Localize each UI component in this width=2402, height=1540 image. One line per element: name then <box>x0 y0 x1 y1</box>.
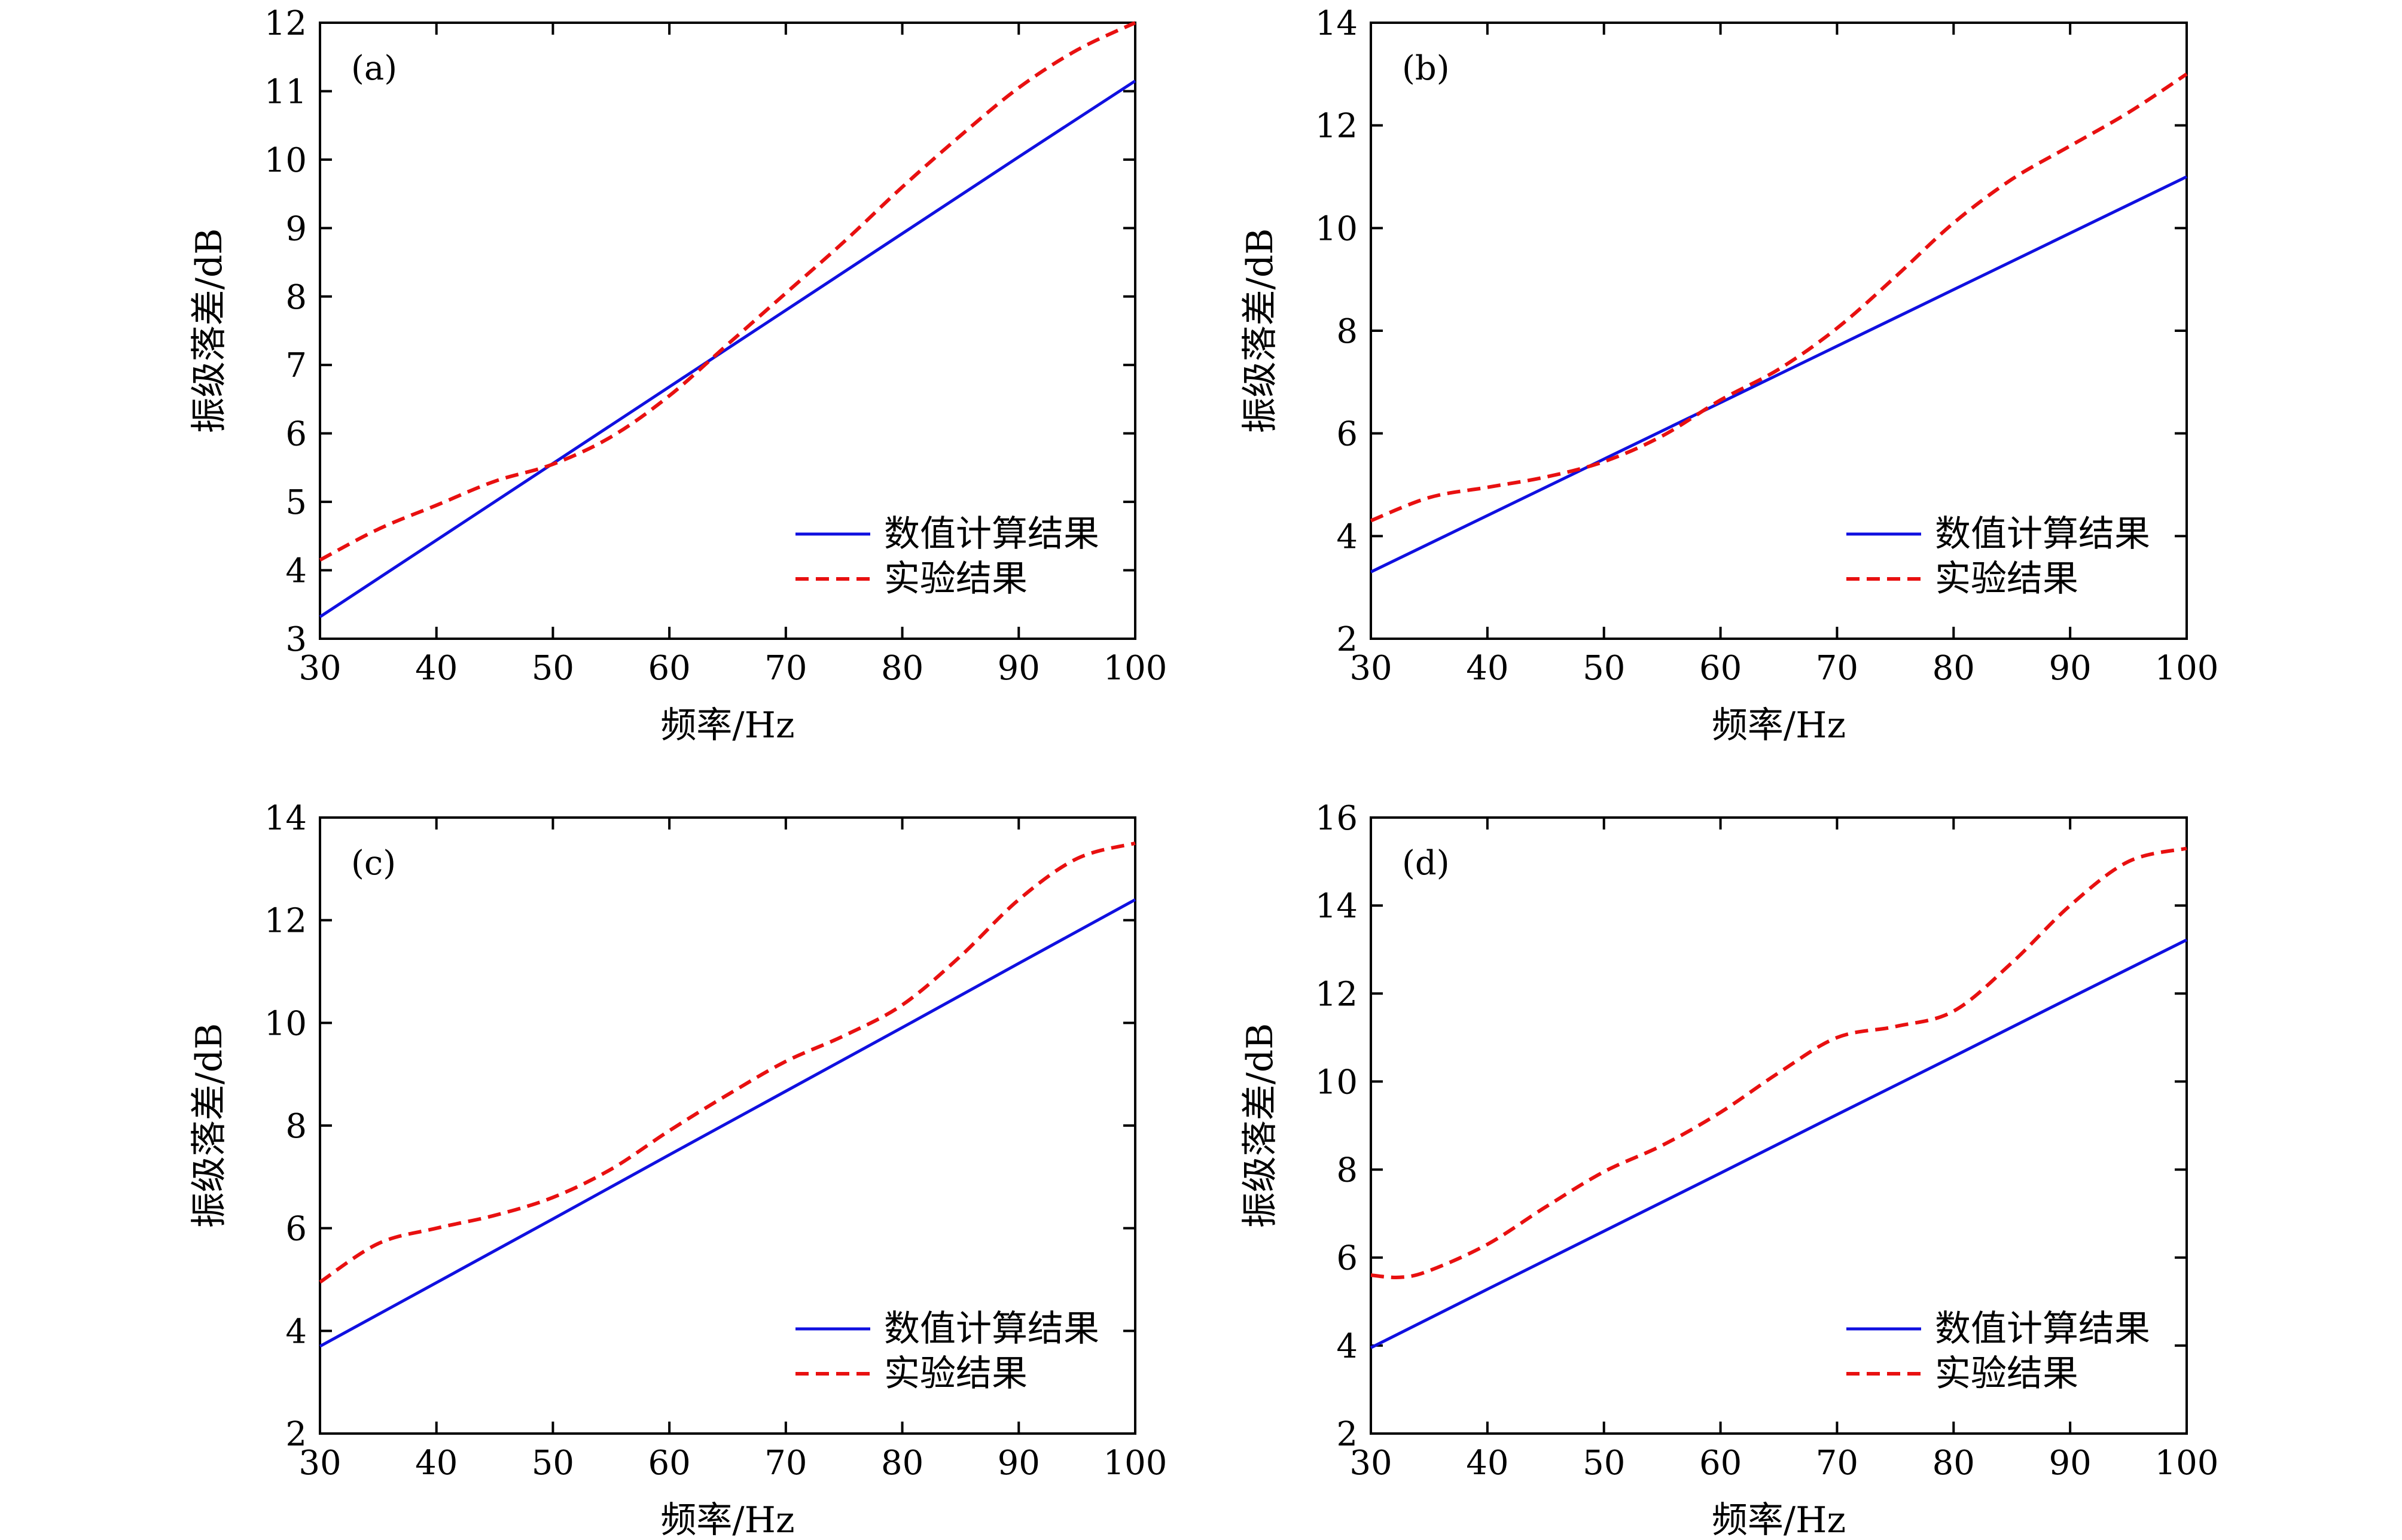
y-tick-label: 8 <box>285 278 307 317</box>
y-tick-label: 7 <box>285 346 307 385</box>
x-tick-label: 30 <box>1349 649 1392 688</box>
x-tick-label: 70 <box>764 649 807 688</box>
experiment-series-line <box>319 841 1136 1284</box>
y-tick-label: 2 <box>1336 620 1358 659</box>
x-tick-label: 100 <box>2155 1444 2219 1483</box>
legend-label-numeric: 数值计算结果 <box>1935 513 2150 555</box>
chart-panel-b: 30 40 50 60 70 80 90 100 2 4 6 8 10 12 14 频率/Hz 振级落差/dB (… <box>1239 4 2218 746</box>
y-tick-label: 12 <box>264 4 307 43</box>
x-tick-label: 90 <box>998 649 1040 688</box>
x-tick-label: 80 <box>881 1444 923 1483</box>
y-tick-label: 12 <box>1315 107 1358 146</box>
y-tick-label: 14 <box>1315 887 1358 926</box>
x-tick-label: 50 <box>1583 649 1625 688</box>
x-tick-label: 60 <box>1699 1444 1742 1483</box>
x-tick-label: 80 <box>1932 649 1975 688</box>
y-tick-label: 3 <box>285 620 307 659</box>
x-tick-label: 30 <box>1349 1444 1392 1483</box>
x-tick-label: 50 <box>532 1444 574 1483</box>
y-tick-label: 11 <box>264 72 307 111</box>
panel-label: (b) <box>1402 49 1450 88</box>
y-tick-label: 10 <box>264 141 307 180</box>
y-tick-label: 12 <box>264 902 307 941</box>
panel-label: (c) <box>351 844 396 883</box>
y-tick-label: 14 <box>264 799 307 838</box>
x-tick-label: 80 <box>1932 1444 1975 1483</box>
numeric-series-line <box>1370 938 2188 1349</box>
experiment-series-line <box>1370 72 2188 523</box>
y-tick-label: 5 <box>285 483 307 522</box>
x-tick-label: 30 <box>298 649 341 688</box>
y-axis-title: 振级落差/dB <box>1239 1023 1281 1228</box>
legend-label-numeric: 数值计算结果 <box>1935 1308 2150 1350</box>
chart-panel-a: 30 40 50 60 70 80 90 100 3 4 5 6 7 8 9 10 11 12 频率/Hz 振级落差/… <box>188 4 1167 746</box>
x-tick-label: 90 <box>998 1444 1040 1483</box>
chart-panel-c: 30 40 50 60 70 80 90 100 2 4 6 8 10 12 14 频率/Hz 振级落差/dB (… <box>188 799 1167 1540</box>
x-tick-label: 40 <box>415 1444 458 1483</box>
x-axis-title: 频率/Hz <box>660 705 794 746</box>
y-tick-label: 14 <box>1315 4 1358 43</box>
x-tick-label: 100 <box>1104 1444 1168 1483</box>
panel-label: (a) <box>351 49 397 88</box>
y-tick-label: 10 <box>1315 1063 1358 1102</box>
chart-panel-d: 30 40 50 60 70 80 90 100 2 4 6 8 10 12 14 16 频率/Hz 振级落差/d… <box>1239 799 2218 1540</box>
y-axis-title: 振级落差/dB <box>1239 228 1281 434</box>
x-tick-label: 50 <box>1583 1444 1625 1483</box>
y-tick-label: 4 <box>1336 1327 1358 1366</box>
legend-label-experiment: 实验结果 <box>884 558 1028 600</box>
x-tick-label: 50 <box>532 649 574 688</box>
x-tick-label: 30 <box>298 1444 341 1483</box>
y-tick-label: 9 <box>285 209 307 248</box>
numeric-series-line <box>319 80 1136 618</box>
y-tick-label: 2 <box>285 1415 307 1454</box>
y-tick-label: 8 <box>1336 312 1358 351</box>
y-tick-label: 4 <box>285 1312 307 1351</box>
y-tick-label: 6 <box>1336 415 1358 454</box>
plot-frame <box>319 22 1136 640</box>
x-axis-title: 频率/Hz <box>660 1499 794 1540</box>
legend-label-experiment: 实验结果 <box>1935 1353 2078 1395</box>
y-axis-title: 振级落差/dB <box>188 1023 230 1228</box>
x-tick-label: 100 <box>1104 649 1168 688</box>
x-tick-label: 100 <box>2155 649 2219 688</box>
x-tick-label: 70 <box>764 1444 807 1483</box>
y-tick-label: 16 <box>1315 799 1358 838</box>
x-tick-label: 60 <box>648 1444 691 1483</box>
y-tick-label: 6 <box>285 1210 307 1249</box>
x-tick-label: 60 <box>648 649 691 688</box>
y-tick-label: 6 <box>285 415 307 454</box>
x-tick-label: 80 <box>881 649 923 688</box>
y-tick-label: 10 <box>264 1004 307 1043</box>
x-axis-title: 频率/Hz <box>1712 705 1846 746</box>
plot-frame <box>1370 816 2188 1435</box>
experiment-series-line <box>1370 846 2187 1280</box>
y-tick-label: 2 <box>1336 1415 1358 1454</box>
y-tick-label: 6 <box>1336 1239 1358 1278</box>
x-tick-label: 70 <box>1816 1444 1858 1483</box>
panel-label: (d) <box>1402 844 1450 883</box>
legend-label-experiment: 实验结果 <box>884 1353 1028 1395</box>
legend-label-experiment: 实验结果 <box>1935 558 2078 600</box>
y-tick-label: 12 <box>1315 975 1358 1014</box>
x-tick-label: 70 <box>1816 649 1858 688</box>
y-tick-label: 10 <box>1315 209 1358 248</box>
numeric-series-line <box>1370 175 2188 574</box>
x-tick-label: 90 <box>2049 1444 2092 1483</box>
y-tick-label: 4 <box>285 552 307 591</box>
x-tick-label: 40 <box>1466 1444 1508 1483</box>
legend-label-numeric: 数值计算结果 <box>884 1308 1099 1350</box>
x-tick-label: 60 <box>1699 649 1742 688</box>
numeric-series-line <box>319 898 1136 1348</box>
y-tick-label: 8 <box>1336 1151 1358 1190</box>
experiment-series-line <box>319 21 1136 562</box>
x-axis-title: 频率/Hz <box>1712 1499 1846 1540</box>
y-tick-label: 8 <box>285 1107 307 1146</box>
x-tick-label: 90 <box>2049 649 2092 688</box>
legend-label-numeric: 数值计算结果 <box>884 513 1099 555</box>
y-axis-title: 振级落差/dB <box>188 228 230 434</box>
y-tick-label: 4 <box>1336 517 1358 556</box>
x-tick-label: 40 <box>1466 649 1508 688</box>
x-tick-label: 40 <box>415 649 458 688</box>
